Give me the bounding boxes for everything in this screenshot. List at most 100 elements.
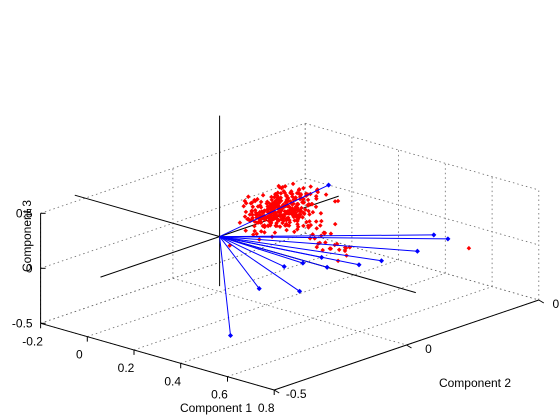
score-point: [332, 221, 338, 227]
score-point: [307, 219, 312, 224]
loading-vector: [219, 236, 322, 258]
score-point: [269, 194, 274, 200]
loading-vector-tip: [319, 254, 325, 260]
x-tick-label: 0.2: [118, 361, 135, 375]
grid-line: [87, 246, 353, 337]
score-point: [243, 209, 249, 215]
loading-vectors: [219, 182, 451, 339]
loading-vector: [219, 236, 300, 292]
score-point: [293, 195, 299, 201]
score-point: [260, 192, 266, 198]
score-point: [308, 222, 314, 228]
loading-vector: [219, 236, 260, 289]
score-point: [257, 209, 262, 215]
y-axis-label: Component 2: [439, 376, 511, 390]
score-point: [287, 220, 293, 225]
z-axis-label: Component 3: [20, 200, 34, 272]
score-point: [241, 203, 246, 209]
score-point: [313, 204, 319, 210]
z-tick-label: 0: [26, 261, 33, 275]
score-point: [332, 199, 338, 204]
score-point: [254, 231, 259, 237]
score-point: [246, 194, 251, 199]
loading-vector: [219, 236, 382, 262]
y-tick-label: -0.5: [286, 387, 307, 401]
loading-vector-tip: [414, 248, 420, 254]
score-point: [277, 199, 282, 205]
score-point: [280, 215, 286, 221]
score-point: [335, 198, 341, 204]
score-point: [274, 223, 280, 229]
loading-vector-tip: [324, 264, 330, 270]
score-point: [243, 228, 248, 233]
score-point: [318, 211, 324, 216]
score-point: [293, 204, 299, 209]
score-point: [314, 244, 320, 250]
score-point: [314, 226, 319, 231]
loading-vector-tip: [445, 236, 451, 242]
score-point: [301, 185, 306, 191]
loading-vector: [219, 236, 304, 264]
score-point: [301, 223, 306, 229]
grid-line: [40, 232, 306, 324]
axes-box: [40, 212, 545, 395]
y-tick-label: 0.5: [552, 297, 560, 311]
x-tick-label: 0.4: [164, 374, 181, 388]
loading-vector-tip: [281, 264, 287, 270]
x-axis-label: Component 1: [180, 401, 252, 415]
loading-vector: [219, 184, 329, 238]
score-point: [258, 199, 264, 205]
loading-vector-tip: [256, 286, 262, 292]
grid-line: [172, 277, 407, 346]
score-point: [269, 197, 275, 203]
score-point: [276, 195, 281, 200]
loading-vector-tip: [326, 182, 332, 188]
score-point: [314, 196, 319, 201]
tick-labels: -0.2 0 0.2 0.4 0.6 0.8 -0.5 0 0.5 -0.5 0 0.5: [12, 206, 560, 415]
score-point: [294, 214, 299, 220]
grid-line: [305, 122, 539, 191]
x-tick-label: 0.8: [258, 401, 275, 415]
score-point: [278, 191, 284, 196]
score-point: [466, 245, 472, 251]
x-tick-label: 0.6: [211, 388, 228, 402]
score-point: [321, 230, 327, 236]
score-points: [227, 181, 472, 264]
score-point: [307, 212, 312, 217]
score-point: [307, 236, 313, 241]
score-point: [271, 216, 277, 222]
grid-line: [180, 272, 446, 364]
score-point: [342, 248, 348, 254]
grid-line: [305, 232, 539, 301]
loading-vector-tip: [431, 232, 437, 238]
score-point: [282, 209, 288, 214]
loading-vector-tip: [227, 332, 234, 339]
loading-vector: [219, 236, 231, 336]
loading-vector-tip: [378, 258, 385, 264]
score-point: [295, 227, 300, 232]
score-point: [301, 200, 307, 205]
y-tick: [406, 344, 412, 349]
loading-vector: [219, 236, 285, 268]
y-tick-label: 0: [425, 342, 432, 356]
score-point: [323, 192, 329, 197]
score-point: [328, 231, 334, 236]
score-point: [285, 215, 291, 220]
score-point: [318, 223, 323, 228]
score-point: [312, 236, 317, 241]
score-point: [290, 181, 296, 187]
y-tick: [538, 299, 545, 304]
score-point: [272, 230, 278, 235]
x-axis-line: [40, 322, 275, 391]
score-point: [289, 190, 294, 196]
score-point: [328, 246, 334, 251]
score-point: [292, 229, 297, 235]
score-point: [237, 220, 243, 225]
score-point: [305, 197, 311, 203]
score-point: [270, 201, 275, 206]
grid-line: [40, 122, 306, 214]
score-point: [336, 247, 342, 253]
z-tick-label: -0.5: [12, 316, 33, 330]
loading-vector-tip: [297, 288, 303, 294]
